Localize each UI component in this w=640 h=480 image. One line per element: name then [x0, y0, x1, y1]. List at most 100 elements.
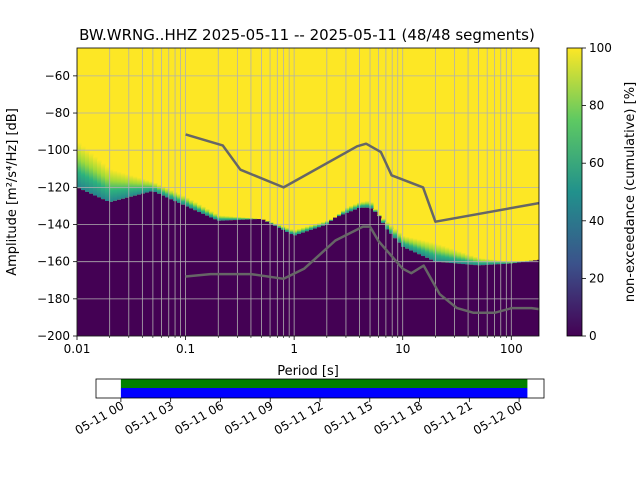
- colorbar-tick-label: 0: [589, 329, 597, 343]
- heatmap-low-probability-cell: [289, 234, 294, 336]
- heatmap-transition-cell: [141, 178, 146, 194]
- heatmap-low-probability-cell: [325, 224, 330, 336]
- heatmap-transition-cell: [417, 239, 422, 255]
- x-tick-label: 0.1: [176, 342, 195, 356]
- heatmap-transition-cell: [497, 260, 502, 265]
- heatmap-low-probability-cell: [345, 212, 350, 336]
- heatmap-transition-cell: [197, 204, 202, 213]
- heatmap-transition-cell: [317, 223, 322, 228]
- heatmap-transition-cell: [209, 211, 214, 218]
- heatmap-low-probability-cell: [301, 232, 306, 336]
- heatmap-transition-cell: [189, 199, 194, 209]
- heatmap-low-probability-cell: [117, 199, 122, 336]
- heatmap-transition-cell: [129, 175, 134, 197]
- heatmap-low-probability-cell: [461, 264, 466, 336]
- timeline-tick-label: 05-11 15: [322, 398, 376, 437]
- heatmap-low-probability-cell: [105, 200, 110, 336]
- heatmap-transition-cell: [449, 248, 454, 264]
- heatmap-low-probability-cell: [425, 257, 430, 336]
- x-axis-ticks: 0.01 0.1 1 10 100: [64, 336, 523, 356]
- heatmap-transition-cell: [161, 186, 166, 196]
- heatmap-transition-cell: [513, 261, 518, 264]
- heatmap-low-probability-cell: [469, 264, 474, 336]
- heatmap-transition-cell: [145, 180, 150, 193]
- chart-title: BW.WRNG..HHZ 2025-05-11 -- 2025-05-11 (4…: [79, 26, 535, 44]
- heatmap-transition-cell: [93, 156, 98, 196]
- heatmap-transition-cell: [301, 227, 306, 233]
- heatmap-low-probability-cell: [449, 263, 454, 336]
- heatmap-transition-cell: [237, 217, 242, 220]
- heatmap-low-probability-cell: [237, 219, 242, 336]
- heatmap-low-probability-cell: [489, 264, 494, 336]
- heatmap-transition-cell: [405, 236, 410, 249]
- heatmap-low-probability-cell: [169, 199, 174, 336]
- timeline-tick-label: 05-12 00: [471, 398, 525, 437]
- heatmap-transition-cell: [221, 215, 226, 221]
- heatmap-transition-cell: [441, 245, 446, 263]
- heatmap-transition-cell: [529, 260, 534, 262]
- heatmap-low-probability-cell: [141, 193, 146, 336]
- heatmap-low-probability-cell: [101, 199, 106, 336]
- heatmap-transition-cell: [285, 227, 290, 233]
- heatmap-transition-cell: [265, 220, 270, 222]
- heatmap-low-probability-cell: [305, 231, 310, 336]
- heatmap-transition-cell: [381, 218, 386, 224]
- heatmap-low-probability-cell: [385, 229, 390, 336]
- heatmap-transition-cell: [425, 241, 430, 258]
- heatmap-low-probability-cell: [317, 227, 322, 336]
- heatmap-low-probability-cell: [93, 195, 98, 336]
- heatmap-transition-cell: [413, 238, 418, 253]
- heatmap-transition-cell: [505, 261, 510, 264]
- heatmap-low-probability-cell: [477, 265, 482, 336]
- heatmap-low-probability-cell: [109, 201, 114, 336]
- heatmap-transition-cell: [369, 202, 374, 209]
- heatmap-low-probability-cell: [89, 193, 94, 336]
- psd-plot: 0.01 0.1 1 10 100 −60 −80 −100 −120 −140 −160 −180…: [5, 47, 540, 379]
- heatmap-transition-cell: [305, 226, 310, 232]
- heatmap-low-probability-cell: [245, 219, 250, 336]
- heatmap-low-probability-cell: [421, 256, 426, 336]
- heatmap-transition-cell: [353, 204, 358, 210]
- timeline-tick-label: 05-11 09: [222, 398, 276, 437]
- heatmap-transition-cell: [241, 217, 246, 220]
- x-tick-label: 1: [290, 342, 298, 356]
- heatmap-low-probability-cell: [177, 202, 182, 336]
- heatmap-low-probability-cell: [337, 216, 342, 336]
- colorbar-tick-label: 60: [589, 156, 604, 170]
- heatmap-transition-cell: [233, 216, 238, 221]
- x-tick-label: 0.01: [64, 342, 91, 356]
- heatmap-low-probability-cell: [77, 188, 82, 336]
- heatmap-transition-cell: [293, 229, 298, 236]
- heatmap-low-probability-cell: [413, 252, 418, 336]
- heatmap-low-probability-cell: [405, 248, 410, 336]
- heatmap-low-probability-cell: [265, 221, 270, 336]
- heatmap-low-probability-cell: [149, 191, 154, 336]
- heatmap-transition-cell: [377, 215, 382, 217]
- heatmap-low-probability-cell: [429, 259, 434, 336]
- heatmap-low-probability-cell: [81, 190, 86, 336]
- heatmap-low-probability-cell: [409, 250, 414, 336]
- heatmap-transition-cell: [289, 229, 294, 235]
- heatmap-low-probability-cell: [365, 207, 370, 336]
- heatmap-transition-cell: [397, 232, 402, 243]
- colorbar-tick-label: 40: [589, 214, 604, 228]
- heatmap-transition-cell: [169, 190, 174, 200]
- heatmap-low-probability-cell: [193, 210, 198, 336]
- heatmap-transition-cell: [117, 171, 122, 200]
- nhnm-noise-model-line: [185, 133, 539, 223]
- heatmap-low-probability-cell: [241, 219, 246, 336]
- heatmap-low-probability-cell: [497, 264, 502, 336]
- timeline-tick-label: 05-11 00: [73, 398, 127, 437]
- heatmap-transition-cell: [205, 208, 210, 216]
- heatmap-transition-cell: [85, 149, 90, 192]
- heatmap-low-probability-cell: [165, 197, 170, 336]
- heatmap-low-probability-cell: [221, 220, 226, 336]
- noise-models: [185, 133, 539, 315]
- heatmap-transition-cell: [385, 221, 390, 230]
- y-tick-label: −140: [37, 218, 70, 232]
- heatmap-low-probability-cell: [253, 219, 258, 336]
- heatmap-transition-cell: [313, 224, 318, 229]
- heatmap-low-probability-cell: [293, 235, 298, 336]
- heatmap-low-probability-cell: [369, 208, 374, 336]
